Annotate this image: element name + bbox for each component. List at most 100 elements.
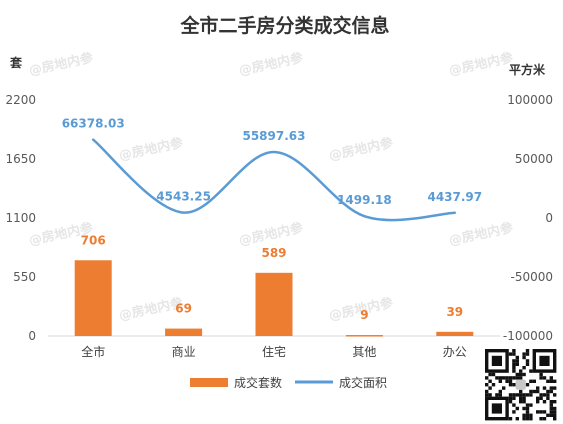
qr-module: [542, 410, 547, 414]
qr-module: [529, 379, 533, 383]
bar-data-label: 706: [81, 233, 106, 247]
qr-module: [512, 362, 516, 366]
line-data-label: 1499.18: [337, 193, 392, 207]
qr-module: [522, 400, 526, 404]
qr-module: [508, 417, 513, 421]
left-tick-label: 550: [13, 270, 36, 284]
qr-module: [525, 393, 530, 397]
right-tick-label: 0: [545, 211, 553, 225]
qr-module: [508, 383, 513, 387]
qr-module: [522, 406, 526, 411]
qr-module: [512, 359, 516, 363]
qr-module: [512, 403, 516, 407]
category-label: 住宅: [262, 344, 286, 359]
qr-module: [485, 383, 489, 387]
qr-module: [553, 406, 557, 411]
qr-module: [522, 372, 526, 377]
qr-module: [515, 362, 519, 366]
qr-module: [549, 403, 553, 407]
watermark-text: @房地内参: [28, 50, 96, 79]
qr-module: [512, 410, 516, 414]
qr-module: [512, 349, 516, 353]
qr-module: [488, 372, 492, 377]
qr-module: [522, 413, 526, 417]
qr-module: [512, 366, 516, 370]
bar-data-label: 9: [360, 308, 368, 322]
qr-module: [522, 417, 526, 421]
qr-module: [508, 393, 513, 397]
qr-module: [519, 400, 523, 404]
qr-module: [488, 379, 492, 383]
qr-module: [508, 379, 513, 383]
qr-module: [505, 379, 509, 383]
qr-module: [488, 393, 492, 397]
qr-module: [536, 389, 540, 394]
qr-module: [542, 393, 547, 397]
qr-module: [515, 359, 519, 363]
category-labels: 全市 商业 住宅 其他 办公: [81, 344, 467, 359]
category-label: 办公: [443, 344, 467, 359]
qr-module: [542, 386, 547, 390]
qr-module: [553, 386, 557, 390]
qr-module: [522, 393, 526, 397]
qr-module: [525, 352, 530, 356]
watermark-text: @房地内参: [448, 50, 516, 79]
watermark-text: @房地内参: [238, 220, 306, 249]
left-tick-label: 2200: [5, 93, 36, 107]
qr-module: [525, 410, 530, 414]
right-tick-label: -50000: [510, 270, 553, 284]
qr-module: [546, 396, 550, 400]
qr-module: [532, 389, 536, 394]
legend-bar-label: 成交套数: [234, 375, 282, 390]
left-axis-ticks: 0 550 1100 1650 2200: [5, 93, 36, 343]
area-line: [91, 138, 457, 222]
right-tick-label: 50000: [515, 152, 553, 166]
category-label: 其他: [352, 345, 376, 359]
line-data-label: 66378.03: [62, 117, 125, 131]
qr-module: [546, 379, 550, 383]
qr-module: [542, 400, 547, 404]
qr-module: [549, 379, 553, 383]
qr-module: [505, 376, 509, 380]
qr-module: [508, 376, 513, 380]
line-data-label: 4543.25: [156, 190, 211, 204]
qr-code: [485, 349, 557, 421]
qr-module: [512, 369, 516, 373]
qr-module: [522, 352, 526, 356]
watermark-text: @房地内参: [118, 135, 186, 164]
qr-module: [485, 389, 489, 394]
qr-module: [488, 386, 492, 390]
qr-module: [539, 410, 543, 414]
qr-module: [549, 389, 553, 394]
qr-finder-core: [491, 403, 502, 414]
qr-module: [508, 352, 513, 356]
legend-line-label: 成交面积: [339, 375, 387, 390]
qr-module: [519, 393, 523, 397]
qr-module: [525, 403, 530, 407]
category-label: 商业: [172, 344, 196, 359]
left-axis-unit: 套: [9, 55, 23, 70]
watermark-text: @房地内参: [328, 135, 396, 164]
qr-module: [515, 355, 519, 360]
qr-module: [485, 376, 489, 380]
qr-module: [525, 362, 530, 366]
qr-module: [546, 389, 550, 394]
qr-logo: [515, 379, 526, 390]
qr-module: [529, 413, 533, 417]
qr-module: [539, 396, 543, 400]
qr-module: [485, 393, 489, 397]
line-data-label: 55897.63: [242, 129, 305, 143]
qr-module: [522, 396, 526, 400]
right-axis-ticks: -100000 -50000 0 50000 100000: [503, 93, 553, 343]
qr-module: [512, 396, 516, 400]
qr-module: [539, 372, 543, 377]
qr-module: [536, 396, 540, 400]
qr-module: [549, 386, 553, 390]
qr-module: [539, 393, 543, 397]
qr-module: [512, 352, 516, 356]
qr-module: [553, 400, 557, 404]
category-label: 全市: [81, 344, 105, 359]
qr-module: [515, 376, 519, 380]
watermark-text: @房地内参: [448, 220, 516, 249]
qr-module: [498, 379, 502, 383]
